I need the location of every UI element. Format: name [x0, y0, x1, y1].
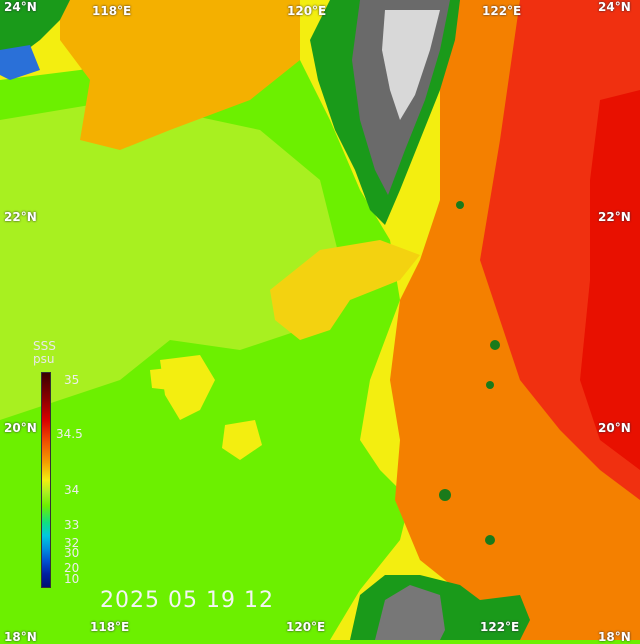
lat-label-right-20: 20°N	[598, 421, 631, 435]
lon-label-top-120: 120°E	[287, 4, 327, 18]
sea-shelf-region	[0, 100, 340, 420]
land-luzon-mountains	[375, 585, 445, 640]
sea-very-high-salinity	[580, 90, 640, 470]
lat-label-right-22: 22°N	[598, 210, 631, 224]
sea-yellow-patch	[160, 355, 215, 420]
lon-label-bottom-118: 118°E	[90, 620, 130, 634]
lat-label-right-18: 18°N	[598, 630, 631, 644]
lat-label-right-24: 24°N	[598, 0, 631, 14]
lon-label-top-122: 122°E	[482, 4, 522, 18]
sea-orange-northwest	[60, 0, 300, 150]
colorbar	[41, 372, 51, 588]
island	[490, 340, 500, 350]
colorbar-tick: 34	[64, 483, 80, 497]
colorbar-title: SSS	[33, 339, 56, 353]
lon-label-top-118: 118°E	[92, 4, 132, 18]
land-taiwan-peaks	[382, 10, 440, 120]
sea-yellow-patch	[222, 420, 262, 460]
sea-coastal-low-salinity	[0, 45, 40, 80]
colorbar-tick: 34.5	[56, 427, 83, 441]
timestamp: 2025 05 19 12	[100, 588, 274, 613]
sea-yellow-intrusion	[270, 240, 420, 340]
lon-label-bottom-120: 120°E	[286, 620, 326, 634]
colorbar-tick: 32	[64, 536, 80, 550]
colorbar-tick: 20	[64, 561, 80, 575]
sea-yellow-patch	[150, 368, 170, 390]
island	[439, 489, 451, 501]
lat-label-left-22: 22°N	[4, 210, 37, 224]
land-china-coast	[0, 0, 70, 60]
colorbar-unit: psu	[33, 352, 55, 366]
lat-label-left-24: 24°N	[4, 0, 37, 14]
lat-label-left-18: 18°N	[4, 630, 37, 644]
colorbar-tick: 33	[64, 518, 80, 532]
colorbar-tick: 10	[64, 572, 80, 586]
colorbar-tick: 30	[64, 546, 80, 560]
lon-label-bottom-122: 122°E	[480, 620, 520, 634]
island	[486, 381, 494, 389]
island	[456, 201, 464, 209]
island	[485, 535, 495, 545]
lat-label-left-20: 20°N	[4, 421, 37, 435]
colorbar-tick: 35	[64, 373, 80, 387]
